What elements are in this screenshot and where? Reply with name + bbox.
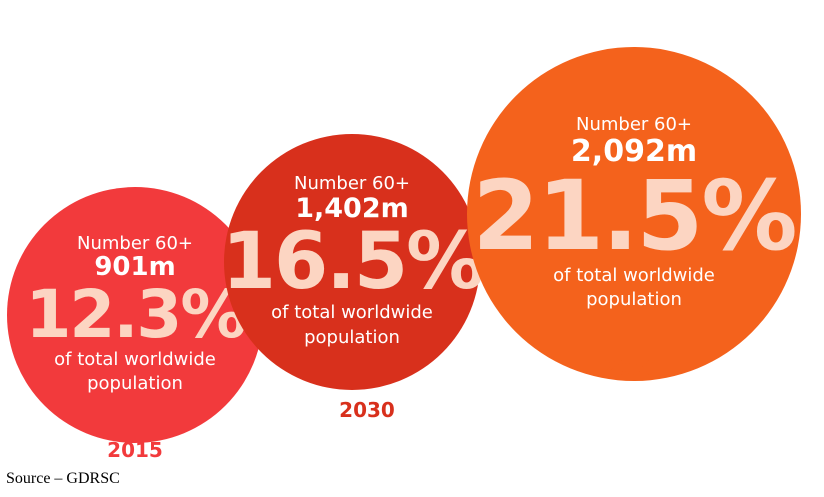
count: 901m [94,252,176,283]
percent: 16.5% [221,217,485,308]
description: of total worldwide [271,302,433,324]
description: of total worldwide [553,265,715,287]
description: population [304,326,400,348]
label: Number 60+ [293,172,410,194]
label: Number 60+ [575,114,692,136]
year: 2015 [107,438,163,462]
circle: Number 60+ 901m 12.3% of total worldwide pop… [7,187,263,443]
count: 1,402m [295,192,409,224]
percent: 12.3% [25,275,247,353]
percent: 21.5% [472,160,797,273]
year: 2050 [603,356,659,380]
year: 2030 [339,398,395,422]
description: population [87,373,183,395]
label: Number 60+ [76,232,193,254]
count: 2,092m [570,134,698,170]
description: of total worldwide [54,348,216,370]
source: Source – GDRSC [6,470,120,487]
circle: Number 60+ 2,092m 21.5% of total worldwide p… [467,47,801,381]
description: population [586,289,682,311]
circle: Number 60+ 1,402m 16.5% of total worldwide p… [221,134,485,390]
